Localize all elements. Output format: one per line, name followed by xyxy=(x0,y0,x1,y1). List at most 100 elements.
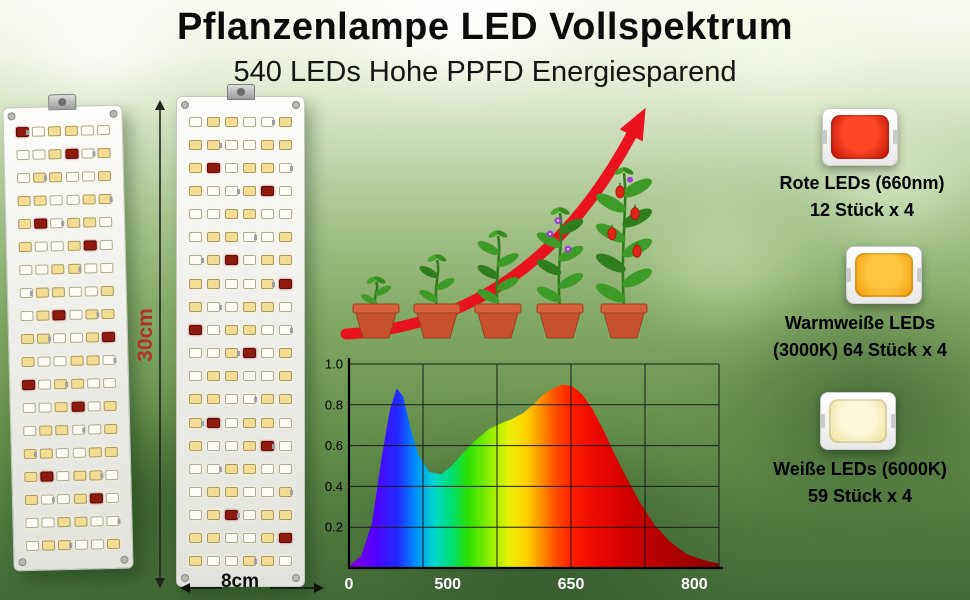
led-cell xyxy=(258,133,276,156)
led-cell xyxy=(276,295,294,318)
resistor-dot xyxy=(272,281,276,287)
pot-rim xyxy=(600,303,648,314)
led-cell xyxy=(64,166,81,189)
resistor-dot xyxy=(61,221,65,227)
led-cell xyxy=(205,480,223,503)
led-cell xyxy=(241,341,259,364)
led-cell xyxy=(36,350,53,373)
white-led-dot xyxy=(50,241,65,252)
red-led-label: Rote LEDs (660nm) 12 Stück x 4 xyxy=(754,170,970,224)
led-cell xyxy=(276,365,294,388)
warm-white-led-chip-icon xyxy=(846,246,922,304)
svg-text:800: 800 xyxy=(681,576,708,593)
white-led-dot xyxy=(225,162,239,173)
led-cell xyxy=(54,418,71,441)
page-title: Pflanzenlampe LED Vollspektrum xyxy=(176,6,794,48)
white-led-dot xyxy=(67,240,81,252)
white-led-dot xyxy=(242,139,256,150)
resistor-dot xyxy=(290,165,293,171)
led-cell xyxy=(205,110,223,133)
plant-stage-4 xyxy=(536,207,584,339)
white-led-dot xyxy=(37,379,52,390)
led-cell xyxy=(205,365,223,388)
led-cell xyxy=(34,304,51,327)
resistor-dot xyxy=(218,304,222,310)
chip-pin xyxy=(893,130,897,144)
led-cell xyxy=(241,156,259,179)
white-led-dot xyxy=(225,232,239,243)
led-cell xyxy=(38,442,55,465)
white-led-dot xyxy=(48,149,62,160)
led-cell xyxy=(18,304,35,327)
led-cell xyxy=(18,281,35,304)
white-led-label-line1: Weiße LEDs (6000K) xyxy=(773,459,947,479)
led-cell xyxy=(53,372,70,395)
white-led-dot xyxy=(35,264,49,275)
svg-text:650: 650 xyxy=(558,576,585,593)
white-led-dot xyxy=(72,447,86,458)
led-cell xyxy=(15,167,32,190)
pot-rim xyxy=(352,303,400,314)
led-cell xyxy=(258,504,276,527)
led-cell xyxy=(258,550,276,573)
resistor-dot xyxy=(290,327,293,333)
resistor-dot xyxy=(236,351,240,357)
led-cell xyxy=(258,341,276,364)
led-cell xyxy=(223,203,241,226)
white-led-dot xyxy=(103,377,117,389)
chart-x-tick-labels: 0 500 650 800 xyxy=(345,576,708,593)
red-led-dot xyxy=(189,324,203,335)
led-cell xyxy=(205,527,223,550)
led-cell xyxy=(67,303,84,326)
white-led-dot xyxy=(278,209,292,220)
white-led-dot xyxy=(207,255,221,266)
white-led-dot xyxy=(260,139,274,150)
led-grid-right xyxy=(187,110,294,573)
white-led-dot xyxy=(225,278,239,289)
led-cell xyxy=(276,179,294,202)
chip-pin xyxy=(847,268,851,282)
white-led-dot xyxy=(278,255,292,266)
white-led-dot xyxy=(52,287,66,298)
white-led-dot xyxy=(70,355,84,366)
white-led-dot xyxy=(260,162,274,173)
white-led-dot xyxy=(189,162,203,173)
white-led-dot xyxy=(278,463,292,474)
white-led-dot xyxy=(39,448,53,459)
white-led-dot xyxy=(278,232,292,243)
white-led-dot xyxy=(225,116,239,127)
white-led-dot xyxy=(242,301,256,312)
led-cell xyxy=(83,280,100,303)
led-cell xyxy=(87,440,104,463)
led-cell xyxy=(82,234,99,257)
white-led-dot xyxy=(207,116,221,127)
white-led-dot xyxy=(101,308,115,320)
led-cell xyxy=(258,434,276,457)
fruit-dot xyxy=(615,185,625,199)
led-cell xyxy=(72,487,89,510)
led-cell xyxy=(85,349,102,372)
led-cell xyxy=(276,550,294,573)
white-led-dot xyxy=(105,469,119,480)
led-cell xyxy=(47,143,64,166)
led-cell xyxy=(205,272,223,295)
white-led-dot xyxy=(90,538,105,550)
led-cell xyxy=(258,110,276,133)
svg-text:1.0: 1.0 xyxy=(325,357,343,372)
led-cell xyxy=(205,156,223,179)
white-led-dot xyxy=(207,278,221,289)
white-led-dot xyxy=(242,186,256,197)
resistor-dot xyxy=(236,513,240,519)
led-cell xyxy=(99,256,116,279)
white-led-dot xyxy=(242,510,256,521)
led-cell xyxy=(40,510,57,533)
led-cell xyxy=(23,511,40,534)
white-led-dot xyxy=(278,510,292,521)
white-led-dot xyxy=(242,371,256,382)
white-led-dot xyxy=(82,194,96,205)
depth-dimension-label: 8cm xyxy=(220,571,260,592)
led-cell xyxy=(105,509,122,532)
led-cell xyxy=(21,419,38,442)
led-cell xyxy=(241,272,259,295)
